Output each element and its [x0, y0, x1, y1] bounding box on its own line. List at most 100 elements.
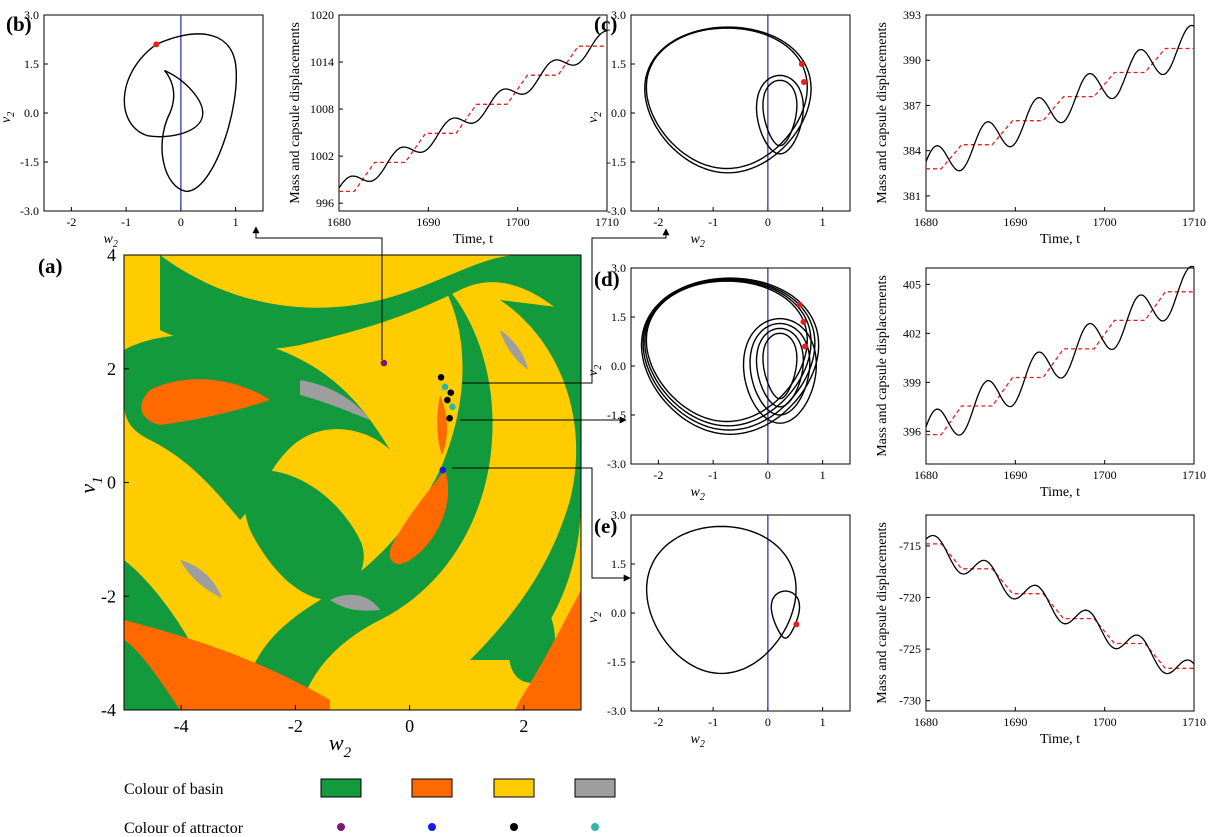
basin-map-xlabel: w2	[329, 730, 352, 761]
phase-ylabel: v2	[0, 112, 17, 123]
plot-frame	[630, 514, 851, 712]
trajectory	[762, 79, 798, 147]
basin-map-xtick-label: 2	[519, 716, 528, 736]
phase-xlabel: w2	[691, 485, 705, 503]
basin-map-ylabel: v1	[75, 476, 106, 493]
connector-arrows	[252, 226, 670, 582]
basin-regions	[124, 255, 581, 710]
basin-map-ytick-label: 0	[107, 473, 116, 493]
basin-green-mid-lobe	[244, 470, 364, 600]
xtick-label: -1	[121, 215, 131, 229]
ytick-label: 3.0	[611, 261, 626, 275]
phase-portrait-b: (b) -2 -1 0 1 -3.0 -1.5 0.0 1.5 3.0 w2 v2	[0, 8, 264, 250]
panel-letter: (e)	[594, 514, 617, 538]
time-ylabel: Mass and capsule displacements	[875, 275, 890, 457]
legend-attractor-dots	[337, 823, 599, 831]
attractor-point	[437, 373, 445, 381]
ytick-label: 381	[903, 189, 921, 203]
poincare-point	[802, 343, 809, 350]
poincare-point	[796, 301, 803, 308]
panel-letter: (c)	[594, 12, 617, 36]
ytick-label: -1.5	[607, 155, 626, 169]
xtick-label: 1680	[914, 715, 938, 729]
xtick-label: 1690	[1003, 215, 1027, 229]
basin-map-ytick-label: -4	[101, 700, 116, 720]
time-xlabel: Time, t	[1040, 485, 1080, 500]
ytick-label: 0.0	[611, 106, 626, 120]
mass-displacement-line	[925, 265, 1195, 436]
poincare-point	[153, 41, 160, 48]
ytick-label: -725	[899, 642, 921, 656]
attractor-point	[380, 359, 388, 367]
ytick-label: -1.5	[607, 655, 626, 669]
phase-xlabel: w2	[691, 732, 705, 750]
ytick-label: 393	[903, 8, 921, 22]
trajectory	[749, 322, 811, 416]
ytick-label: 384	[903, 144, 921, 158]
legend-basin-swatches	[320, 778, 616, 798]
ytick-label: 1.5	[611, 310, 626, 324]
xtick-label: -1	[708, 715, 718, 729]
legend-swatch-green	[320, 778, 362, 798]
plot-frame	[925, 14, 1195, 212]
ytick-label: 387	[903, 98, 921, 112]
basin-map-ytick-label: 2	[107, 359, 116, 379]
phase-portrait-c: (c) -2 -1 0 1 -3.0 -1.5 0.0 1.5 3.0 w2 v2	[586, 8, 851, 250]
plot-frame	[925, 514, 1195, 712]
panel-letter: (b)	[6, 12, 32, 36]
ytick-label: 390	[903, 53, 921, 67]
ytick-label: -720	[899, 591, 921, 605]
arrow-to-panel-b	[252, 226, 383, 360]
panel-letter-a: (a)	[38, 254, 63, 278]
plot-frame	[338, 14, 608, 212]
ytick-label: -3.0	[607, 704, 626, 718]
panel-letter: (d)	[594, 267, 620, 291]
time-history-e: 1680 1690 1700 1710 -715 -720 -725 -730 Time, t M…	[875, 514, 1206, 747]
mass-displacement-line	[925, 534, 1195, 675]
xtick-label: 1690	[1003, 468, 1027, 482]
ytick-label: 1002	[310, 149, 334, 163]
ytick-label: -730	[899, 694, 921, 708]
ytick-label: 1020	[310, 8, 334, 22]
trajectory	[645, 27, 809, 170]
xtick-label: 1700	[1093, 215, 1117, 229]
xtick-label: -2	[653, 215, 663, 229]
xtick-label: 1	[233, 215, 239, 229]
ytick-label: -3.0	[607, 204, 626, 218]
xtick-label: 0	[765, 715, 771, 729]
xtick-label: -2	[653, 468, 663, 482]
trajectory	[742, 317, 817, 424]
trajectory	[645, 280, 809, 423]
ytick-label: -3.0	[607, 457, 626, 471]
arrow-to-panel-c	[462, 228, 670, 384]
plot-frame	[925, 267, 1195, 465]
ytick-label: 3.0	[611, 8, 626, 22]
trajectory	[762, 332, 798, 400]
phase-ylabel: v2	[586, 112, 604, 123]
ytick-label: 0.0	[611, 606, 626, 620]
attractor-points	[380, 359, 456, 474]
arrow-to-panel-e	[452, 467, 631, 582]
basin-map-ytick-label: 4	[107, 245, 116, 265]
attractor-point	[446, 414, 453, 422]
xtick-label: -2	[653, 715, 663, 729]
basin-green-right-arc	[470, 300, 581, 660]
xtick-label: -2	[66, 215, 76, 229]
basin-map-xtick-label: -2	[288, 716, 303, 736]
phase-ylabel: v2	[586, 612, 604, 623]
capsule-displacement-line	[926, 291, 1194, 436]
ytick-label: -1.5	[20, 155, 39, 169]
phase-portrait-e: (e) -2 -1 0 1 -3.0 -1.5 0.0 1.5 3.0 w2 v2	[586, 508, 851, 750]
basin-gray-fleck-2	[330, 594, 380, 611]
basin-orange-bottom-right	[515, 590, 581, 710]
xtick-label: 1680	[914, 468, 938, 482]
xtick-label: 1	[820, 215, 826, 229]
legend-basin-label: Colour of basin	[124, 781, 224, 798]
legend-attractor-label: Colour of attractor	[124, 820, 244, 837]
xtick-label: 1690	[1003, 715, 1027, 729]
xtick-label: 1	[820, 715, 826, 729]
xtick-label: 0	[765, 468, 771, 482]
attractor-point	[439, 466, 447, 474]
basin-gray-fleck-4	[500, 330, 528, 370]
